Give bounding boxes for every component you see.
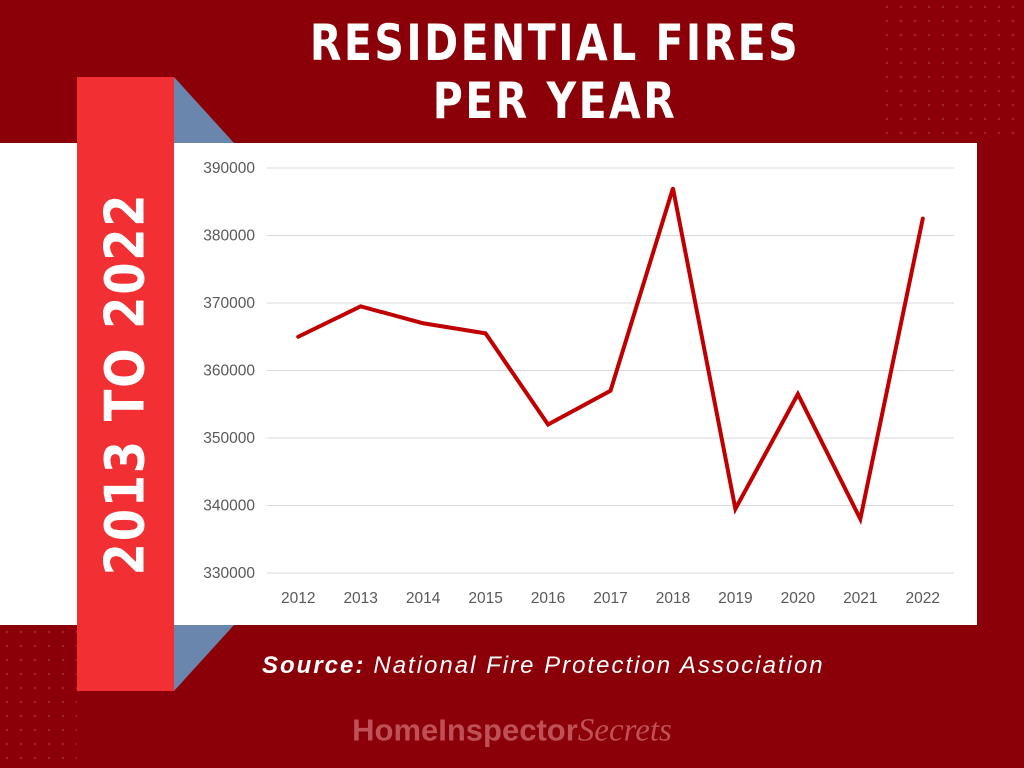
fold-triangle-bottom: [174, 625, 234, 691]
data-point: [296, 335, 300, 339]
x-tick-label: 2013: [343, 590, 377, 607]
side-banner: [77, 77, 174, 691]
fold-triangle-top: [174, 77, 234, 143]
data-point: [671, 186, 675, 190]
source-text: National Fire Protection Association: [373, 652, 825, 679]
data-point: [858, 517, 862, 521]
x-tick-label: 2018: [656, 590, 690, 607]
dot-pattern-bottom-left: [0, 625, 77, 768]
y-tick-label: 370000: [203, 295, 255, 312]
data-point: [359, 304, 363, 308]
y-tick-label: 330000: [203, 565, 255, 582]
x-tick-label: 2019: [718, 590, 752, 607]
data-point: [421, 321, 425, 325]
title-line-2: PER YEAR: [432, 72, 678, 130]
line-chart: 330000 340000 350000 360000 370000 380000 3900…: [203, 160, 954, 607]
logo-text: HomeInspector: [352, 712, 578, 748]
data-point: [609, 389, 612, 393]
logo-script-text: Secrets: [577, 712, 672, 749]
source-label: Source:: [262, 652, 366, 679]
y-tick-label: 360000: [203, 363, 255, 380]
x-tick-label: 2021: [843, 590, 877, 607]
x-tick-label: 2015: [468, 590, 502, 607]
title-line-1: RESIDENTIAL FIRES: [309, 14, 801, 72]
y-axis-ticks: 330000 340000 350000 360000 370000 380000 3900…: [203, 160, 255, 582]
data-point: [484, 331, 488, 335]
banner-fold-top: [174, 77, 234, 143]
banner-fold-bottom: [174, 625, 234, 691]
y-tick-label: 350000: [203, 430, 255, 447]
x-tick-label: 2014: [406, 590, 441, 607]
page-title: RESIDENTIAL FIRES PER YEAR: [289, 14, 822, 130]
data-point: [921, 217, 925, 221]
brand-logo: HomeInspectorSecrets: [352, 713, 672, 750]
source-credit: Source: National Fire Protection Associat…: [262, 652, 825, 680]
y-tick-label: 340000: [203, 498, 255, 515]
x-tick-label: 2017: [593, 590, 627, 607]
x-tick-label: 2020: [781, 590, 816, 607]
data-point: [733, 507, 737, 511]
x-tick-label: 2022: [906, 590, 940, 607]
x-tick-label: 2012: [281, 590, 315, 607]
gridlines: [267, 167, 954, 574]
x-tick-label: 2016: [531, 590, 565, 607]
series-layer: [296, 186, 925, 526]
x-axis-ticks: 2012 2013 2014 2015 2016 2017 2018 2019 2020 2021…: [281, 590, 940, 607]
data-point: [546, 423, 550, 426]
y-tick-label: 390000: [203, 160, 255, 177]
side-banner-label: 2013 TO 2022: [93, 192, 157, 576]
series-line: [296, 187, 925, 526]
dot-pattern-top-right: [880, 0, 1024, 143]
y-tick-label: 380000: [203, 228, 255, 245]
data-point: [796, 392, 800, 396]
